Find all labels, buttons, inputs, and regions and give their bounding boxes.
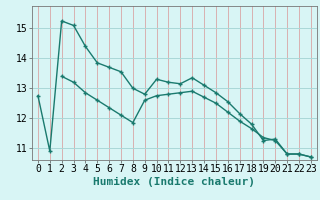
X-axis label: Humidex (Indice chaleur): Humidex (Indice chaleur) [93,177,255,187]
